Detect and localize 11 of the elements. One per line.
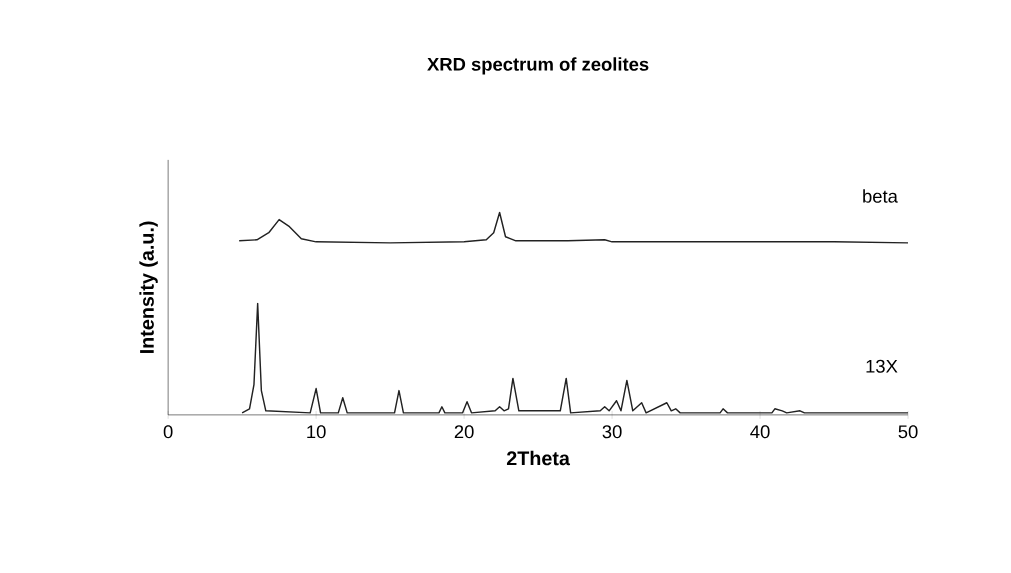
x-tick-label: 40: [750, 425, 770, 439]
x-tick-label: 30: [602, 425, 622, 439]
x-tick-label: 50: [898, 425, 918, 439]
chart-title: XRD spectrum of zeolites: [427, 57, 649, 75]
y-axis-title: Intensity (a.u.): [139, 221, 158, 354]
x-axis-title: 2Theta: [506, 450, 571, 466]
text: beta: [863, 189, 898, 203]
x-tick-label: 20: [454, 425, 474, 439]
text: 13X: [866, 359, 898, 373]
x-tick-label: 0: [163, 425, 173, 439]
x-tick-label: 10: [307, 425, 326, 439]
